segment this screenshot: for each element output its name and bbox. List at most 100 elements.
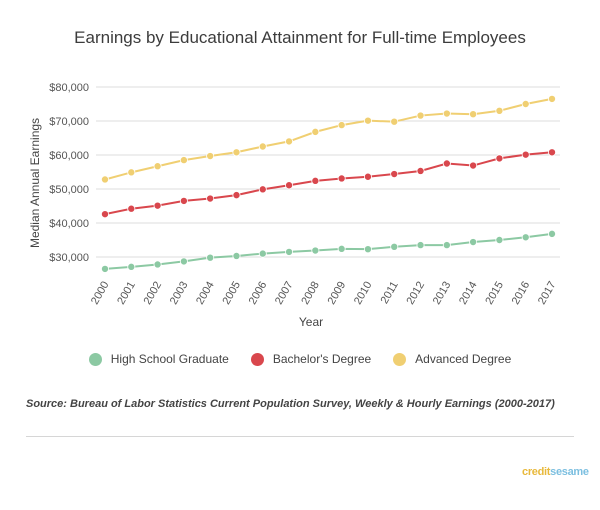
data-point	[101, 264, 110, 273]
x-tick-label: 2002	[142, 280, 165, 307]
data-point	[363, 116, 372, 125]
series-line	[104, 151, 553, 216]
legend: High School Graduate Bachelor's Degree Adv…	[0, 352, 600, 366]
data-point	[232, 251, 241, 260]
data-point	[521, 100, 530, 109]
legend-item: Advanced Degree	[393, 352, 511, 366]
data-point	[337, 174, 346, 183]
data-point	[416, 111, 425, 120]
x-tick-label: 2013	[431, 280, 454, 307]
y-tick-label: $70,000	[49, 116, 89, 128]
data-point	[521, 233, 530, 242]
y-tick-label: $30,000	[49, 252, 89, 264]
data-point	[521, 150, 530, 159]
data-point	[337, 244, 346, 253]
data-point	[363, 245, 372, 254]
legend-item: High School Graduate	[88, 352, 229, 366]
data-point	[469, 161, 478, 170]
x-tick-labels: 2000 2001 2002 2003 2004 2005 2006 2007 2008 2009…	[89, 279, 559, 306]
data-point	[206, 253, 215, 262]
data-point	[232, 191, 241, 200]
x-tick-label: 2004	[194, 280, 217, 307]
data-point	[390, 117, 399, 126]
grid-lines	[96, 86, 560, 258]
x-tick-label: 2006	[247, 280, 270, 307]
series-lines	[101, 94, 557, 273]
series-line	[104, 232, 553, 270]
data-point	[311, 176, 320, 185]
data-point	[285, 137, 294, 146]
legend-item: Bachelor's Degree	[250, 352, 372, 366]
x-tick-label: 2003	[168, 280, 191, 307]
data-point	[363, 172, 372, 181]
data-point	[442, 109, 451, 118]
legend-label: High School Graduate	[110, 352, 229, 366]
data-point	[179, 257, 188, 266]
x-tick-label: 2009	[326, 280, 349, 307]
y-tick-labels: $30,000 $40,000 $50,000 $60,000 $70,000 $80,0…	[49, 82, 89, 264]
x-tick-label: 2017	[536, 280, 559, 307]
legend-swatch	[250, 352, 264, 366]
data-point	[101, 175, 110, 184]
brand-logo: creditsesame	[522, 466, 589, 478]
data-point	[337, 121, 346, 130]
data-point	[311, 127, 320, 136]
data-point	[548, 94, 557, 103]
x-axis-label: Year	[299, 315, 323, 329]
data-point	[179, 196, 188, 205]
data-point	[232, 148, 241, 157]
legend-label: Advanced Degree	[415, 352, 512, 366]
y-tick-label: $40,000	[49, 218, 89, 230]
x-tick-label: 2000	[89, 280, 112, 307]
data-point	[179, 156, 188, 165]
legend-swatch	[393, 352, 407, 366]
data-point	[258, 249, 267, 258]
y-tick-label: $50,000	[49, 184, 89, 196]
data-point	[153, 201, 162, 210]
data-point	[258, 142, 267, 151]
data-point	[442, 159, 451, 168]
data-point	[495, 106, 504, 115]
data-point	[416, 241, 425, 250]
x-tick-label: 2012	[404, 280, 427, 307]
divider	[26, 436, 574, 437]
data-point	[442, 241, 451, 250]
data-point	[495, 154, 504, 163]
data-point	[127, 168, 136, 177]
x-tick-label: 2007	[273, 280, 296, 307]
data-point	[285, 181, 294, 190]
data-point	[548, 229, 557, 238]
legend-swatch	[88, 352, 102, 366]
legend-label: Bachelor's Degree	[272, 352, 372, 366]
x-tick-label: 2011	[379, 280, 401, 306]
data-point	[206, 152, 215, 161]
x-tick-label: 2001	[115, 280, 138, 307]
data-point	[206, 194, 215, 203]
y-axis-label: Median Annual Earnings	[28, 118, 42, 248]
data-point	[469, 238, 478, 247]
line-chart: $30,000 $40,000 $50,000 $60,000 $70,000 $80,0…	[28, 82, 560, 329]
x-tick-label: 2014	[457, 280, 480, 307]
data-point	[469, 110, 478, 119]
data-point	[416, 166, 425, 175]
series-line	[104, 97, 553, 181]
data-point	[548, 148, 557, 157]
x-tick-label: 2008	[299, 280, 322, 307]
x-tick-label: 2015	[483, 279, 506, 306]
data-point	[285, 247, 294, 256]
data-point	[127, 204, 136, 213]
data-point	[153, 162, 162, 171]
data-point	[495, 235, 504, 244]
y-tick-label: $60,000	[49, 150, 89, 162]
x-tick-label: 2005	[220, 280, 243, 307]
y-tick-label: $80,000	[49, 82, 89, 94]
data-point	[101, 210, 110, 219]
data-point	[311, 246, 320, 255]
chart-title: Earnings by Educational Attainment for F…	[74, 28, 526, 47]
data-point	[127, 262, 136, 271]
data-point	[390, 242, 399, 251]
data-point	[153, 260, 162, 269]
x-tick-label: 2010	[352, 280, 375, 307]
x-tick-label: 2016	[510, 280, 533, 307]
source-note: Source: Bureau of Labor Statistics Curre…	[26, 398, 555, 410]
